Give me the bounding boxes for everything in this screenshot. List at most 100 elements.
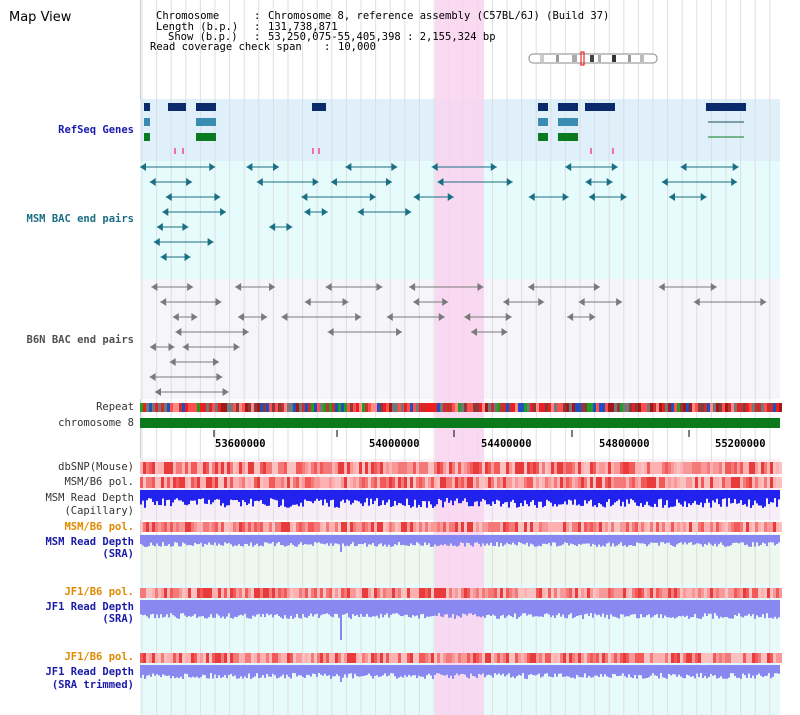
- b6n-bac-pair-end: [396, 328, 403, 336]
- repeat-segment: [179, 403, 182, 412]
- jf1-b6-pol-cell: [686, 653, 689, 663]
- jf1-b6-pol-cell: [698, 588, 701, 598]
- length-key: Length (b.p.): [156, 21, 239, 33]
- msm-depth-capillary-bar: [520, 490, 522, 503]
- chromosome-key: Chromosome: [156, 10, 220, 22]
- jf1-b6-pol-cell: [770, 653, 773, 663]
- track-label-refseq[interactable]: RefSeq Genes: [58, 124, 134, 136]
- track-label-jf1-depth-trimmed[interactable]: JF1 Read Depth: [45, 666, 134, 678]
- dbsnp-cell: [605, 462, 608, 474]
- dbsnp-cell: [692, 462, 695, 474]
- jf1-depth-sra-bar: [400, 600, 402, 617]
- msm-depth-capillary-bar: [742, 490, 744, 505]
- repeat-segment: [194, 403, 197, 412]
- track-label-msm-depth-capillary[interactable]: MSM Read Depth: [45, 492, 134, 504]
- repeat-segment: [725, 403, 728, 412]
- msm-b6-pol-cell: [536, 522, 539, 532]
- track-label-jf1-b6-pol-1[interactable]: JF1/B6 pol.: [64, 586, 134, 598]
- jf1-depth-sra-bar: [590, 600, 592, 614]
- msm-depth-sra-bar: [684, 535, 686, 543]
- jf1-b6-pol-cell: [290, 653, 293, 663]
- msm-b6-pol-cell: [647, 477, 650, 488]
- track-label-msm-b6-pol-2[interactable]: MSM/B6 pol.: [64, 521, 134, 533]
- jf1-depth-sra-bar: [284, 600, 286, 616]
- jf1-depth-trimmed-bar: [250, 665, 252, 679]
- repeat-segment: [713, 403, 716, 412]
- jf1-depth-sra-bar: [768, 600, 770, 619]
- jf1-depth-trimmed-bar: [666, 665, 668, 679]
- dbsnp-cell: [515, 462, 518, 474]
- jf1-depth-trimmed-bar: [248, 665, 250, 674]
- dbsnp-cell: [209, 462, 212, 474]
- track-label-msm-b6-pol-1[interactable]: MSM/B6 pol.: [64, 476, 134, 488]
- length-value: 131,738,871: [268, 21, 338, 33]
- msm-depth-capillary-bar: [454, 490, 456, 501]
- jf1-b6-pol-cell: [221, 588, 224, 598]
- msm-b6-pol-cell: [335, 477, 338, 488]
- msm-depth-sra-bar: [248, 535, 250, 546]
- dbsnp-cell: [470, 462, 473, 474]
- jf1-b6-pol-cell: [653, 653, 656, 663]
- msm-b6-pol-cell: [233, 477, 236, 488]
- jf1-b6-pol-cell: [479, 588, 482, 598]
- jf1-b6-pol-cell: [305, 653, 308, 663]
- jf1-b6-pol-cell: [371, 653, 374, 663]
- jf1-b6-pol-cell: [701, 588, 704, 598]
- dbsnp-cell: [179, 462, 182, 474]
- jf1-depth-sra-bar: [734, 600, 736, 615]
- track-label-b6n-bac[interactable]: B6N BAC end pairs: [26, 334, 134, 346]
- msm-b6-pol-cell: [719, 477, 722, 488]
- jf1-b6-pol-cell: [248, 588, 251, 598]
- jf1-b6-pol-cell: [500, 653, 503, 663]
- jf1-depth-trimmed-bar: [236, 665, 238, 679]
- jf1-depth-sra-bar: [518, 600, 520, 618]
- repeat-segment: [188, 403, 191, 412]
- jf1-depth-sra-bar: [384, 600, 386, 615]
- track-label-jf1-b6-pol-2[interactable]: JF1/B6 pol.: [64, 651, 134, 663]
- dbsnp-cell: [758, 462, 761, 474]
- msm-depth-sra-bar: [316, 535, 318, 543]
- jf1-b6-pol-cell: [542, 653, 545, 663]
- jf1-depth-sra-bar: [660, 600, 662, 615]
- jf1-depth-trimmed-bar: [486, 665, 488, 676]
- msm-b6-pol-cell: [569, 522, 572, 532]
- msm-depth-capillary-bar: [166, 490, 168, 500]
- msm-b6-pol-cell: [647, 522, 650, 532]
- jf1-b6-pol-cell: [461, 588, 464, 598]
- track-label-msm-depth-sra[interactable]: MSM Read Depth: [45, 536, 134, 548]
- dbsnp-cell: [707, 462, 710, 474]
- msm-depth-capillary-bar: [548, 490, 550, 502]
- repeat-segment: [479, 403, 482, 412]
- msm-depth-sra-bar: [602, 535, 604, 546]
- msm-depth-capillary-bar: [226, 490, 228, 506]
- msm-depth-sra-bar: [368, 535, 370, 545]
- jf1-b6-pol-cell: [323, 653, 326, 663]
- msm-b6-pol-cell: [422, 477, 425, 488]
- msm-depth-sra-bar: [756, 535, 758, 543]
- jf1-b6-pol-cell: [590, 588, 593, 598]
- track-label-dbsnp[interactable]: dbSNP(Mouse): [58, 461, 134, 473]
- jf1-b6-pol-cell: [380, 653, 383, 663]
- jf1-b6-pol-cell: [149, 653, 152, 663]
- msm-depth-sra-bar: [182, 535, 184, 543]
- msm-b6-pol-cell: [698, 522, 701, 532]
- dbsnp-cell: [419, 462, 422, 474]
- jf1-depth-trimmed-bar: [358, 665, 360, 677]
- jf1-b6-pol-cell: [335, 653, 338, 663]
- msm-depth-sra-bar: [302, 535, 304, 546]
- jf1-depth-trimmed-bar: [476, 665, 478, 679]
- ideogram-band: [598, 55, 601, 62]
- msm-b6-pol-cell: [536, 477, 539, 488]
- msm-depth-sra-bar: [734, 535, 736, 543]
- jf1-depth-sra-bar: [274, 600, 276, 615]
- repeat-segment: [170, 403, 173, 412]
- dbsnp-cell: [218, 462, 221, 474]
- track-label-msm-bac[interactable]: MSM BAC end pairs: [26, 213, 134, 225]
- b6n-bac-pair-end: [182, 343, 189, 351]
- msm-b6-pol-cell: [215, 477, 218, 488]
- jf1-depth-sra-bar: [430, 600, 432, 617]
- dbsnp-cell: [761, 462, 764, 474]
- jf1-depth-trimmed-bar: [674, 665, 676, 675]
- track-label-jf1-depth-sra[interactable]: JF1 Read Depth: [45, 601, 134, 613]
